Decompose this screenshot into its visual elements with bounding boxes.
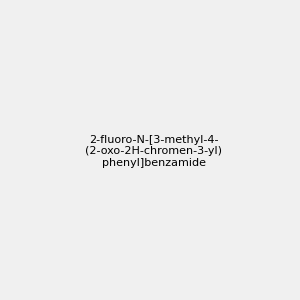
Text: 2-fluoro-N-[3-methyl-4-
(2-oxo-2H-chromen-3-yl)
phenyl]benzamide: 2-fluoro-N-[3-methyl-4- (2-oxo-2H-chrome…: [85, 135, 222, 168]
